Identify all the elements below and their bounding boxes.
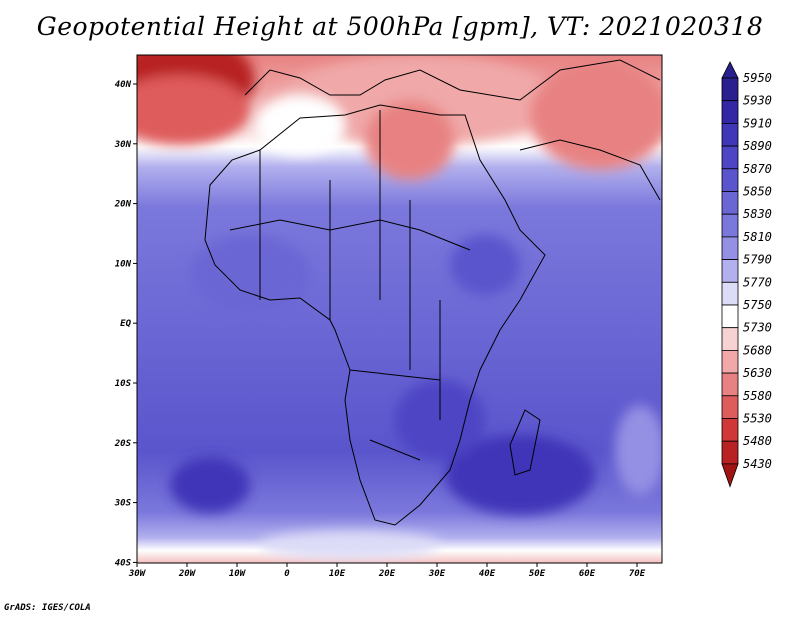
colorbar-level-label: 5830 — [743, 207, 772, 221]
colorbar-level-label: 5580 — [743, 389, 772, 403]
colorbar-level-label: 5430 — [743, 457, 772, 471]
colorbar-level-label: 5810 — [743, 230, 772, 244]
lon-tick-label: 20E — [378, 569, 396, 579]
colorbar-level-label: 5630 — [743, 366, 772, 380]
colorbar-swatch — [721, 395, 739, 419]
lon-tick-label: 10E — [329, 569, 346, 579]
lon-tick-label: 30E — [428, 569, 446, 579]
colorbar-top-arrow — [721, 61, 739, 79]
colorbar-swatch — [721, 168, 739, 192]
lat-tick-label: 10S — [115, 379, 132, 389]
colorbar-level-label: 5770 — [743, 275, 772, 289]
colorbar-swatch — [721, 236, 739, 260]
colorbar-level-label: 5480 — [743, 434, 772, 448]
lon-tick-label: 50E — [529, 569, 546, 579]
lon-tick-label: 40E — [479, 569, 496, 579]
colorbar-level-label: 5850 — [743, 185, 772, 199]
colorbar-swatch — [721, 440, 739, 465]
coastlines — [204, 59, 661, 526]
lon-tick-label: 0 — [284, 569, 290, 579]
colorbar-level-label: 5790 — [743, 253, 772, 267]
lon-tick-label: 70E — [629, 569, 646, 579]
colorbar-swatch — [721, 77, 739, 102]
lat-tick-label: 30S — [114, 499, 132, 509]
lat-tick-label: 40S — [115, 558, 132, 568]
colorbar-swatch — [721, 372, 739, 397]
colorbar-swatch — [721, 213, 739, 238]
colorbar-swatch — [721, 418, 739, 442]
colorbar-level-label: 5530 — [743, 412, 772, 426]
lat-tick-label: 20N — [114, 200, 132, 210]
colorbar-level-label: 5950 — [743, 71, 772, 85]
chart-title: Geopotential Height at 500hPa [gpm], VT:… — [36, 12, 764, 41]
height-field — [137, 55, 662, 563]
lon-tick-label: 10W — [229, 569, 247, 579]
colorbar-level-label: 5730 — [743, 321, 772, 335]
colorbar-swatch — [721, 327, 739, 351]
colorbar-swatch — [721, 100, 739, 124]
grads-credit: GrADS: IGES/COLA — [4, 603, 91, 613]
lon-tick-label: 60E — [579, 569, 596, 579]
colorbar-bottom-arrow — [721, 463, 739, 488]
colorbar-swatch — [721, 349, 739, 374]
colorbar-level-label: 5680 — [743, 343, 772, 357]
colorbar-swatch — [721, 259, 739, 283]
colorbar-level-label: 5870 — [743, 162, 772, 176]
colorbar-level-label: 5910 — [743, 116, 772, 130]
longitude-axis: 30W 20W 10W 0 10E 20E 30E 40E 50E 60E 70E — [128, 563, 646, 579]
colorbar-swatch — [721, 191, 739, 215]
colorbar-legend: 5950 5930 5910 5890 5870 5850 5830 5810 5790 5770… — [721, 61, 772, 488]
plot-frame — [136, 54, 663, 564]
lat-tick-label: EQ — [120, 319, 131, 329]
colorbar-swatch — [721, 304, 739, 329]
latitude-axis: 40N 30N 20N 10N EQ 10S 20S 30S 40S — [114, 80, 137, 568]
colorbar-swatch — [721, 145, 739, 170]
lon-tick-label: 20W — [178, 569, 197, 579]
colorbar-swatch — [721, 281, 739, 306]
colorbar-level-label: 5750 — [743, 298, 772, 312]
colorbar-level-label: 5890 — [743, 139, 772, 153]
colorbar-level-label: 5930 — [743, 94, 772, 108]
colorbar-swatch — [721, 123, 739, 147]
lat-tick-label: 30N — [114, 140, 132, 150]
lat-tick-label: 10N — [115, 259, 132, 269]
lat-tick-label: 40N — [115, 80, 132, 90]
lat-tick-label: 20S — [114, 439, 132, 449]
lon-tick-label: 30W — [128, 569, 147, 579]
